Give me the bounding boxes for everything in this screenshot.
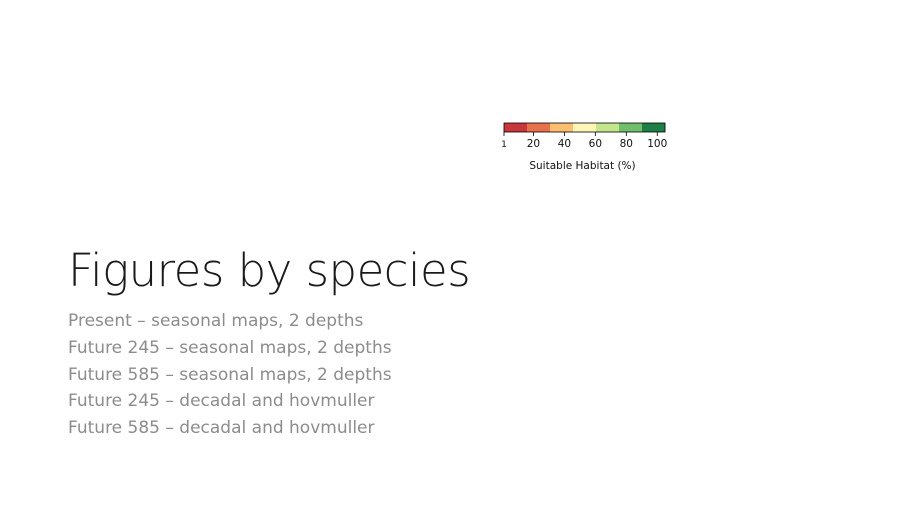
colorbar-segment <box>504 123 528 132</box>
colorbar-label: Suitable Habitat (%) <box>529 160 635 172</box>
bullet-list: Present – seasonal maps, 2 depths Future… <box>68 308 392 442</box>
colorbar-segment <box>573 123 597 132</box>
colorbar-segment <box>642 123 666 132</box>
colorbar-tick-label: 1 <box>501 140 507 150</box>
bullet-item: Future 245 – decadal and hovmuller <box>68 391 375 412</box>
colorbar-segment <box>619 123 643 132</box>
bullet-item: Future 245 – seasonal maps, 2 depths <box>68 337 392 358</box>
colorbar-segment <box>527 123 551 132</box>
colorbar-tick-label: 80 <box>620 138 633 150</box>
slide-title: Figures by species <box>68 244 471 297</box>
bullet-item: Future 585 – decadal and hovmuller <box>68 418 375 439</box>
colorbar-tick-label: 100 <box>647 138 667 150</box>
colorbar-segment <box>596 123 620 132</box>
bullet-item: Present – seasonal maps, 2 depths <box>68 311 364 331</box>
colorbar-svg: 1 20 40 60 80 100 Suitable Habitat (%) <box>501 122 667 172</box>
colorbar-tick-label: 20 <box>527 138 540 150</box>
bullet-item: Future 585 – seasonal maps, 2 depths <box>68 364 392 385</box>
colorbar-tick-label: 40 <box>558 138 571 150</box>
colorbar-segment <box>550 123 574 132</box>
colorbar-legend: 1 20 40 60 80 100 Suitable Habitat (%) <box>496 116 686 180</box>
colorbar-frame <box>503 122 666 133</box>
colorbar-tick-label: 60 <box>589 138 602 150</box>
